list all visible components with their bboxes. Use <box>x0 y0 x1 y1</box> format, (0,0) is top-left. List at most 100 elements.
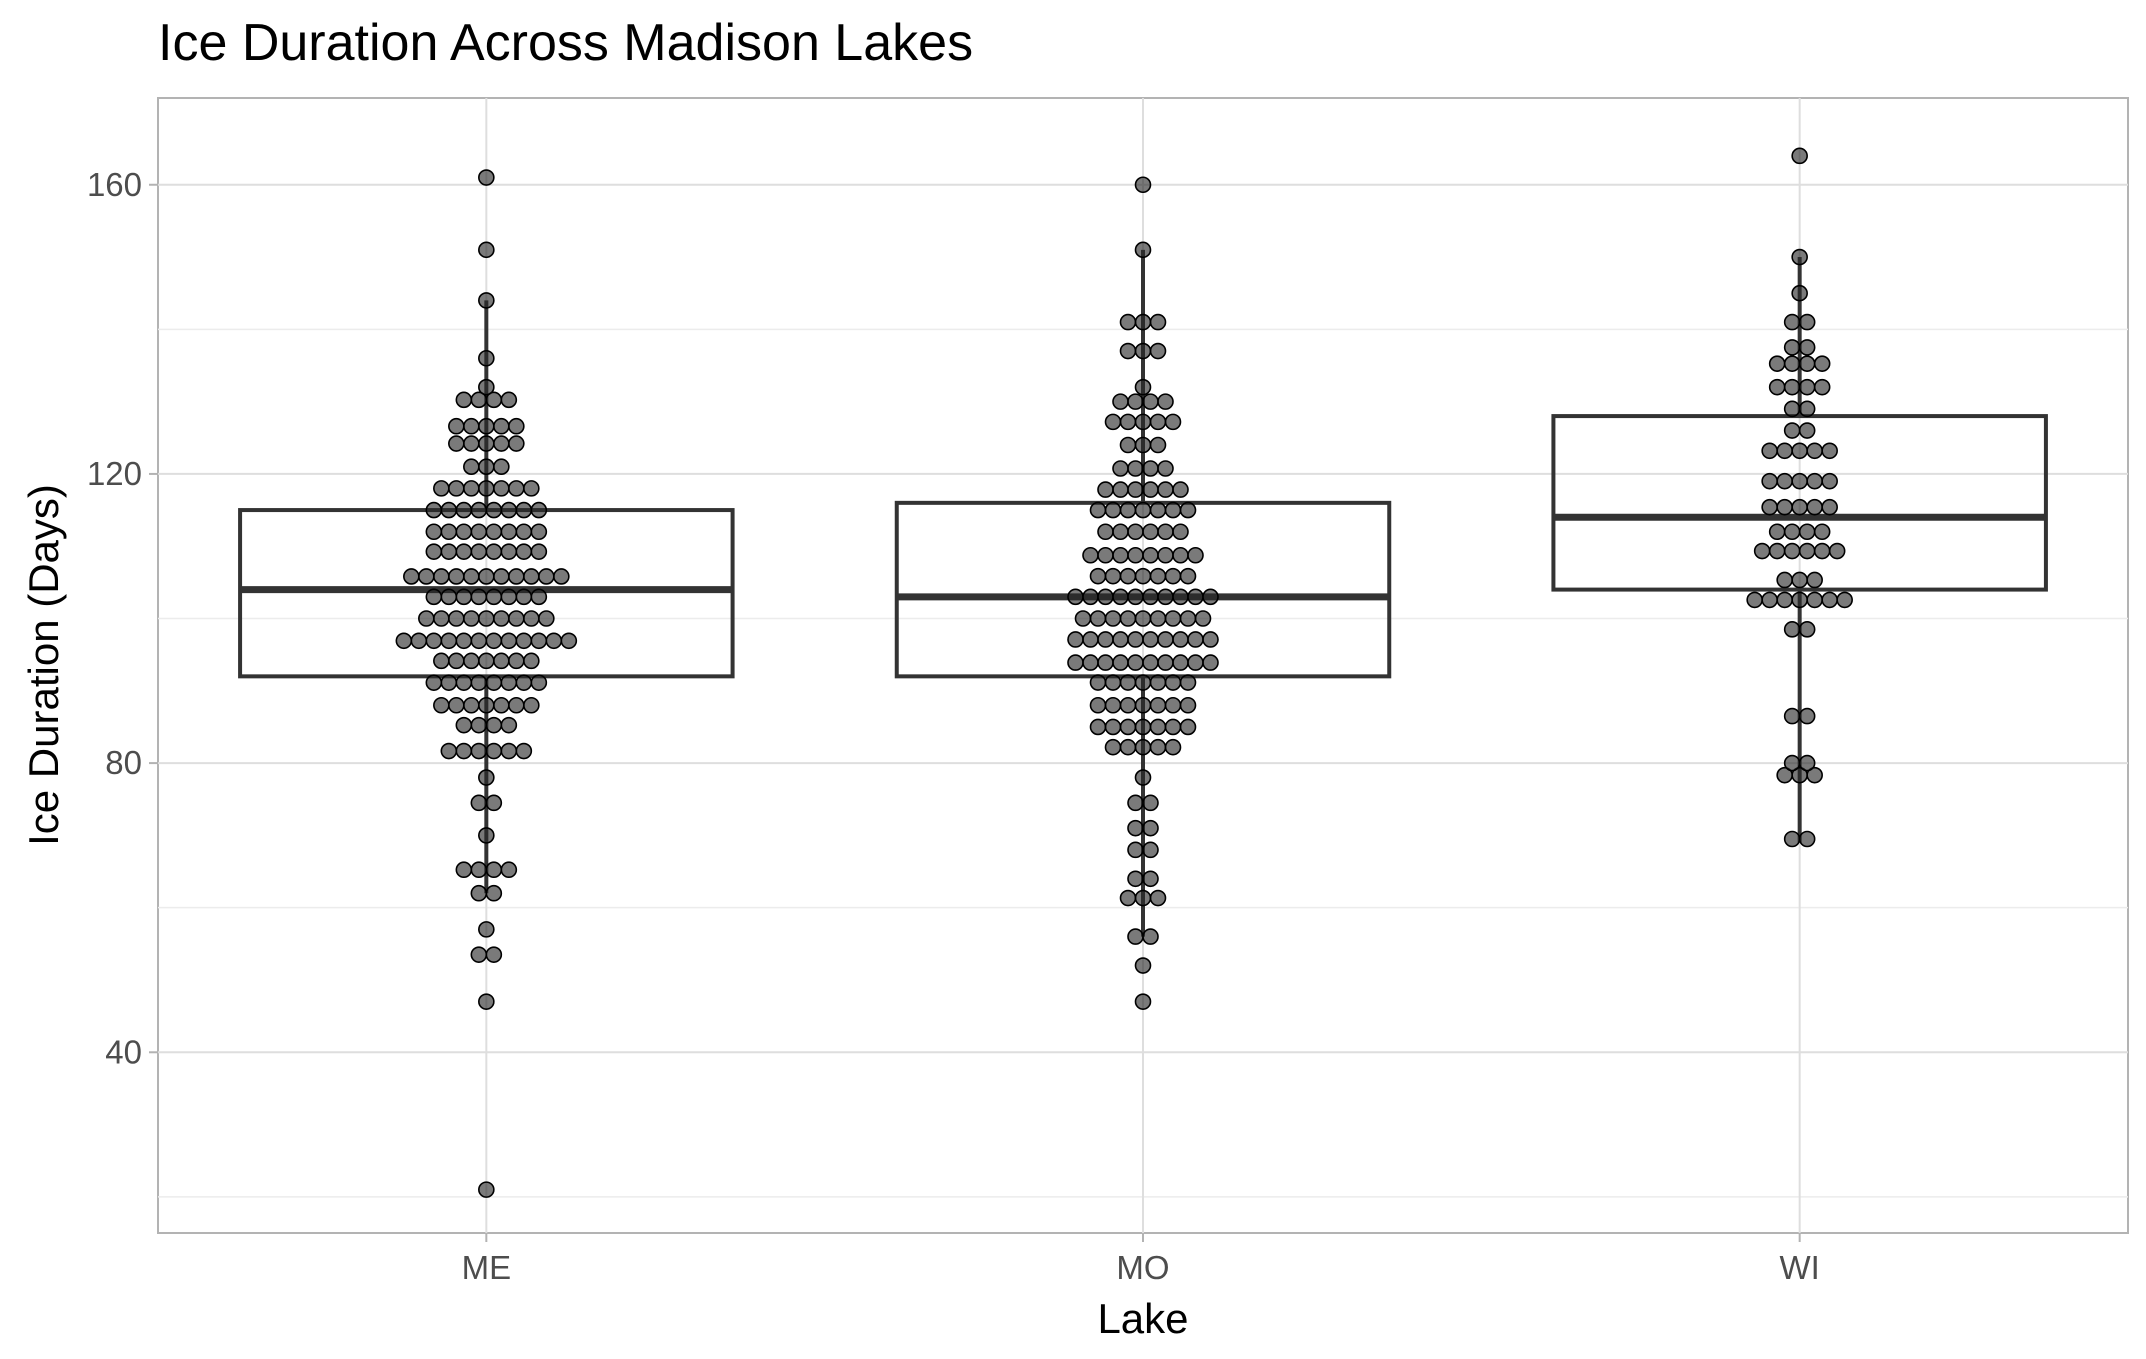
data-point <box>440 632 458 650</box>
data-point <box>1179 610 1197 627</box>
data-point <box>1783 542 1801 560</box>
data-point <box>478 696 495 714</box>
data-point <box>470 632 488 650</box>
data-point <box>478 417 495 435</box>
data-point <box>1142 460 1159 477</box>
data-point <box>1127 654 1144 671</box>
data-point <box>523 696 540 714</box>
data-point <box>1119 889 1137 907</box>
data-point <box>1172 631 1189 648</box>
data-point <box>1149 413 1167 431</box>
data-point <box>463 568 480 585</box>
data-point <box>1134 413 1152 431</box>
data-point <box>1157 631 1174 648</box>
data-point <box>425 674 443 691</box>
data-point <box>545 632 563 650</box>
data-point <box>1149 501 1167 519</box>
data-point <box>448 610 465 627</box>
data-point <box>500 391 518 409</box>
data-point <box>508 652 525 670</box>
data-point <box>1134 241 1152 259</box>
data-point <box>1813 542 1831 560</box>
data-point <box>1753 542 1771 560</box>
data-point <box>1119 674 1137 691</box>
data-point <box>485 543 503 560</box>
data-point <box>1798 378 1816 396</box>
data-point <box>1104 413 1122 431</box>
data-point <box>410 632 428 650</box>
data-point <box>1776 571 1793 589</box>
data-point <box>1142 523 1159 541</box>
data-point <box>493 568 510 585</box>
data-point <box>485 674 503 691</box>
data-point <box>1074 610 1092 627</box>
y-tick-label: 120 <box>87 455 142 492</box>
data-point <box>1142 928 1159 945</box>
data-point <box>1127 631 1144 648</box>
data-point <box>500 632 518 650</box>
data-point <box>1776 591 1793 609</box>
data-point <box>1142 393 1159 410</box>
data-point <box>1149 313 1167 331</box>
data-point <box>1134 342 1152 360</box>
data-point <box>1127 928 1144 945</box>
data-point <box>1157 523 1174 541</box>
data-point <box>1104 718 1122 736</box>
data-point <box>1104 696 1122 714</box>
data-point <box>485 716 503 734</box>
data-point <box>1089 501 1107 519</box>
data-point <box>1776 472 1793 490</box>
data-point <box>1089 674 1107 691</box>
data-point <box>433 480 450 497</box>
data-point <box>470 861 488 879</box>
data-point <box>1187 654 1204 671</box>
data-point <box>1798 707 1816 725</box>
data-point <box>1149 342 1167 360</box>
data-point <box>1082 546 1099 564</box>
data-point <box>478 435 495 452</box>
data-point <box>455 674 473 691</box>
data-point <box>508 417 525 435</box>
data-point <box>530 523 548 541</box>
data-point <box>440 588 458 606</box>
data-point <box>515 588 533 606</box>
data-point <box>1119 718 1137 736</box>
data-point <box>1134 378 1152 396</box>
data-point <box>485 742 503 760</box>
data-point <box>1798 621 1816 638</box>
data-point <box>463 435 480 452</box>
data-point <box>478 169 495 186</box>
data-point <box>485 884 503 902</box>
data-point <box>455 523 473 541</box>
data-point <box>1783 754 1801 772</box>
data-point <box>440 501 458 519</box>
data-point <box>1806 591 1823 609</box>
data-point <box>1134 696 1152 714</box>
data-point <box>463 480 480 497</box>
data-point <box>1172 654 1189 671</box>
data-point <box>500 588 518 606</box>
data-point <box>553 568 570 585</box>
data-point <box>1761 442 1778 460</box>
data-point <box>1821 498 1838 516</box>
data-point <box>1806 571 1823 589</box>
data-point <box>538 610 555 627</box>
data-point <box>478 921 495 938</box>
data-point <box>523 610 540 627</box>
data-point <box>1142 654 1159 671</box>
data-point <box>478 458 495 475</box>
data-point <box>1142 794 1159 812</box>
data-point <box>1104 738 1122 756</box>
data-point <box>1783 313 1801 331</box>
data-point <box>1127 481 1144 498</box>
data-point <box>1067 588 1084 606</box>
data-point <box>1127 870 1144 888</box>
data-point <box>448 568 465 585</box>
data-point <box>478 827 495 844</box>
data-point <box>448 480 465 497</box>
data-point <box>1149 674 1167 691</box>
data-point <box>1836 591 1853 609</box>
data-point <box>1783 378 1801 396</box>
data-point <box>478 610 495 627</box>
data-point <box>1798 339 1816 356</box>
